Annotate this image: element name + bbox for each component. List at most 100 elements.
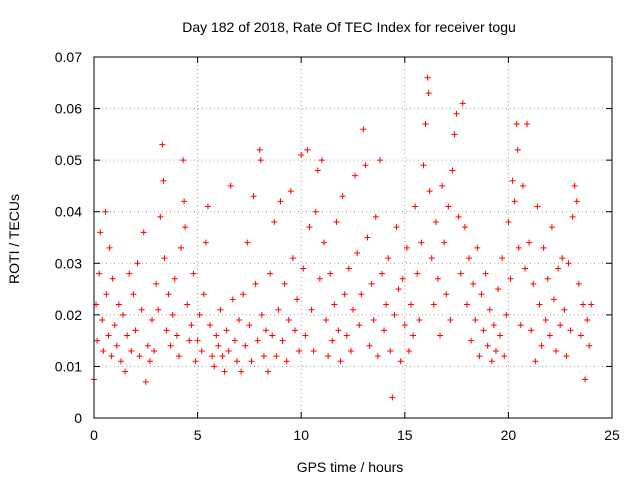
data-point (528, 327, 535, 334)
data-point (459, 100, 466, 107)
data-point (511, 198, 518, 205)
data-point (579, 301, 586, 308)
data-point (294, 296, 301, 303)
data-point (304, 146, 311, 153)
data-point (366, 342, 373, 349)
data-point (536, 301, 543, 308)
data-point (534, 203, 541, 210)
data-point (161, 255, 168, 262)
data-point (515, 244, 522, 251)
data-point (109, 275, 116, 282)
data-point (497, 332, 504, 339)
data-point (532, 358, 539, 365)
data-point (335, 327, 342, 334)
data-point (563, 353, 570, 360)
data-point (430, 301, 437, 308)
data-point (519, 182, 526, 189)
data-point (256, 146, 263, 153)
data-point (569, 213, 576, 220)
data-point (238, 368, 245, 375)
data-point (219, 353, 226, 360)
data-point (173, 332, 180, 339)
data-point (555, 265, 562, 272)
data-point (254, 337, 261, 344)
data-point (100, 347, 107, 354)
data-point (577, 332, 584, 339)
data-point (200, 291, 207, 298)
data-point (470, 280, 477, 287)
data-point (283, 358, 290, 365)
data-point (410, 332, 417, 339)
data-point (468, 337, 475, 344)
data-point (130, 291, 137, 298)
data-point (376, 157, 383, 164)
data-point (231, 337, 238, 344)
y-tick-label: 0.02 (55, 307, 82, 323)
data-point (432, 219, 439, 226)
data-point (117, 358, 124, 365)
data-point (291, 327, 298, 334)
data-point (345, 265, 352, 272)
data-point (567, 327, 574, 334)
data-point (586, 342, 593, 349)
data-point (524, 121, 531, 128)
data-point (215, 342, 222, 349)
data-point (144, 342, 151, 349)
data-point (318, 157, 325, 164)
data-point (279, 337, 286, 344)
data-point (122, 368, 129, 375)
data-point (559, 255, 566, 262)
data-point (495, 286, 502, 293)
data-point (426, 188, 433, 195)
data-point (159, 141, 166, 148)
data-point (246, 322, 253, 329)
data-point (120, 311, 127, 318)
data-point (544, 275, 551, 282)
data-point (260, 353, 267, 360)
data-point (163, 327, 170, 334)
data-point (557, 322, 564, 329)
data-point (113, 342, 120, 349)
data-point (312, 208, 319, 215)
data-point (146, 358, 153, 365)
y-tick-label: 0.01 (55, 358, 82, 374)
data-point (273, 353, 280, 360)
data-point (571, 182, 578, 189)
data-point (408, 301, 415, 308)
data-point (387, 347, 394, 354)
data-point (397, 358, 404, 365)
data-point (472, 317, 479, 324)
data-point (115, 301, 122, 308)
data-point (308, 306, 315, 313)
data-point (192, 358, 199, 365)
data-point (155, 306, 162, 313)
x-axis-label: GPS time / hours (297, 459, 404, 475)
data-point (434, 275, 441, 282)
data-point (306, 224, 313, 231)
data-point (463, 301, 470, 308)
data-point (383, 301, 390, 308)
grid-lines (94, 57, 612, 418)
data-point (399, 275, 406, 282)
data-point (513, 121, 520, 128)
data-point (391, 311, 398, 318)
data-point (217, 306, 224, 313)
data-point (188, 322, 195, 329)
data-point (424, 74, 431, 81)
data-point (194, 337, 201, 344)
data-point (561, 306, 568, 313)
data-point (103, 291, 110, 298)
data-point (167, 342, 174, 349)
data-point (584, 317, 591, 324)
data-point (341, 291, 348, 298)
data-point (175, 353, 182, 360)
data-point (171, 275, 178, 282)
data-point (461, 224, 468, 231)
data-point (265, 368, 272, 375)
data-point (233, 358, 240, 365)
data-point (530, 280, 537, 287)
data-point (339, 193, 346, 200)
x-tick-label: 15 (397, 427, 413, 443)
